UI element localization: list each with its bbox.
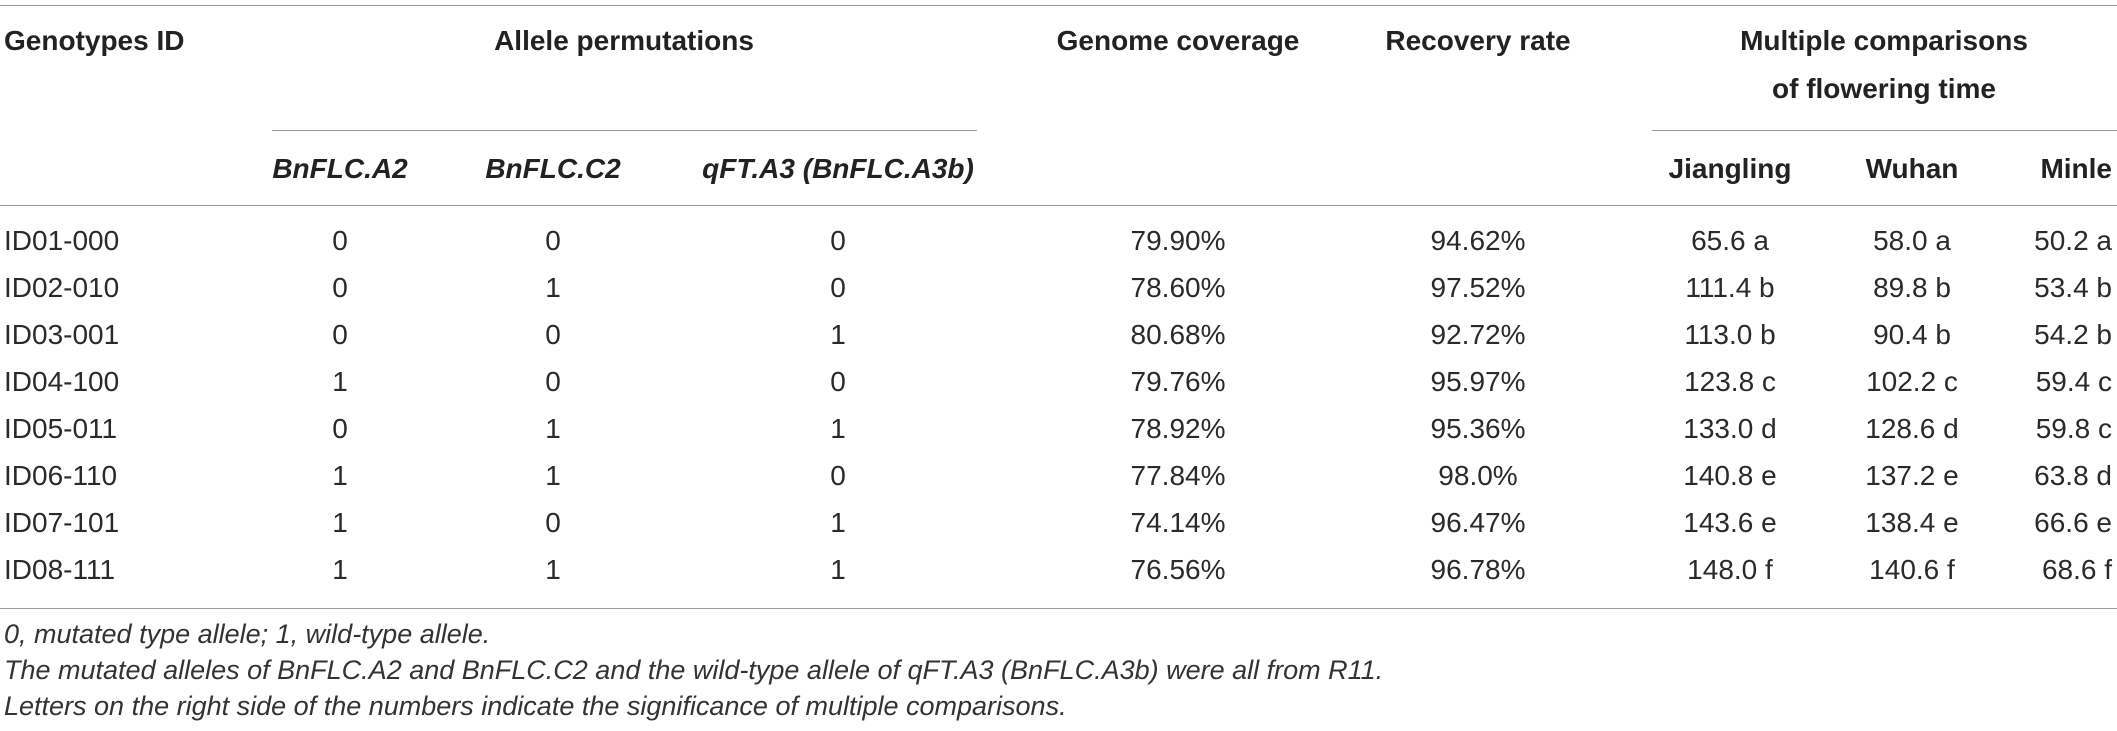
cell-recovery-rate: 97.52% — [1430, 272, 1526, 303]
cell-minle: 54.2 b — [2034, 319, 2112, 350]
cell-qft-a3: 1 — [830, 554, 846, 585]
cell-wuhan: 140.6 f — [1869, 554, 1955, 585]
cell-bnflc-c2: 1 — [545, 554, 561, 585]
cell-minle: 63.8 d — [2034, 460, 2112, 491]
cell-wuhan: 102.2 c — [1866, 366, 1958, 397]
header-wuhan: Wuhan — [1865, 153, 1959, 184]
cell-jiangling: 143.6 e — [1683, 507, 1777, 538]
cell-genome-coverage: 78.92% — [1130, 413, 1226, 444]
table-top-rule — [0, 5, 2117, 6]
cell-jiangling: 123.8 c — [1684, 366, 1776, 397]
header-recovery-rate: Recovery rate — [1385, 25, 1571, 56]
cell-bnflc-a2: 1 — [332, 554, 348, 585]
footnote-significance: Letters on the right side of the numbers… — [4, 691, 1067, 721]
cell-bnflc-c2: 0 — [545, 225, 561, 256]
cell-genome-coverage: 76.56% — [1130, 554, 1226, 585]
cell-wuhan: 89.8 b — [1873, 272, 1951, 303]
cell-bnflc-a2: 0 — [332, 319, 348, 350]
cell-bnflc-c2: 1 — [545, 413, 561, 444]
footnote-allele-source: The mutated alleles of BnFLC.A2 and BnFL… — [4, 655, 1384, 685]
header-bottom-rule — [0, 205, 2117, 206]
cell-bnflc-a2: 0 — [332, 225, 348, 256]
cell-jiangling: 111.4 b — [1685, 272, 1775, 303]
cell-jiangling: 140.8 e — [1683, 460, 1777, 491]
header-minle: Minle — [2040, 153, 2112, 184]
cell-genotype-id: ID02-010 — [4, 272, 120, 303]
cell-recovery-rate: 94.62% — [1430, 225, 1526, 256]
cell-recovery-rate: 96.47% — [1430, 507, 1526, 538]
cell-bnflc-c2: 1 — [545, 460, 561, 491]
cell-genome-coverage: 79.76% — [1130, 366, 1226, 397]
cell-qft-a3: 1 — [830, 507, 846, 538]
cell-recovery-rate: 92.72% — [1430, 319, 1526, 350]
cell-recovery-rate: 96.78% — [1430, 554, 1526, 585]
footnote-allele-legend: 0, mutated type allele; 1, wild-type all… — [4, 619, 491, 649]
cell-bnflc-a2: 1 — [332, 507, 348, 538]
header-allele-permutations: Allele permutations — [494, 25, 754, 56]
header-flowering-time: of flowering time — [1772, 73, 1996, 104]
cell-minle: 59.8 c — [2035, 413, 2112, 444]
header-bnflc-c2: BnFLC.C2 — [485, 153, 621, 184]
cell-qft-a3: 0 — [830, 225, 846, 256]
cell-minle: 50.2 a — [2034, 225, 2112, 256]
cell-genome-coverage: 74.14% — [1130, 507, 1226, 538]
cell-minle: 59.4 c — [2035, 366, 2112, 397]
cell-bnflc-a2: 0 — [332, 413, 348, 444]
comparisons-group-rule — [1652, 130, 2117, 131]
cell-wuhan: 128.6 d — [1865, 413, 1959, 444]
cell-qft-a3: 0 — [830, 366, 846, 397]
cell-qft-a3: 1 — [830, 319, 846, 350]
cell-genome-coverage: 80.68% — [1130, 319, 1226, 350]
cell-bnflc-a2: 1 — [332, 460, 348, 491]
cell-qft-a3: 0 — [830, 460, 846, 491]
allele-group-rule — [272, 130, 977, 131]
cell-genome-coverage: 77.84% — [1130, 460, 1226, 491]
cell-genome-coverage: 79.90% — [1130, 225, 1226, 256]
header-jiangling: Jiangling — [1668, 153, 1792, 184]
cell-wuhan: 90.4 b — [1873, 319, 1951, 350]
cell-qft-a3: 1 — [830, 413, 846, 444]
cell-wuhan: 138.4 e — [1865, 507, 1959, 538]
cell-qft-a3: 0 — [830, 272, 846, 303]
cell-wuhan: 137.2 e — [1865, 460, 1959, 491]
cell-minle: 68.6 f — [2041, 554, 2112, 585]
cell-genotype-id: ID01-000 — [4, 225, 120, 256]
cell-genotype-id: ID05-011 — [4, 413, 118, 444]
cell-jiangling: 148.0 f — [1687, 554, 1773, 585]
cell-genome-coverage: 78.60% — [1130, 272, 1226, 303]
cell-genotype-id: ID07-101 — [4, 507, 120, 538]
cell-jiangling: 133.0 d — [1683, 413, 1777, 444]
cell-genotype-id: ID04-100 — [4, 366, 120, 397]
cell-wuhan: 58.0 a — [1873, 225, 1951, 256]
cell-bnflc-c2: 0 — [545, 507, 561, 538]
cell-minle: 66.6 e — [2034, 507, 2112, 538]
header-bnflc-a2: BnFLC.A2 — [272, 153, 408, 184]
cell-genotype-id: ID03-001 — [4, 319, 120, 350]
cell-bnflc-c2: 1 — [545, 272, 561, 303]
header-multiple-comparisons: Multiple comparisons — [1740, 25, 2028, 56]
cell-minle: 53.4 b — [2034, 272, 2112, 303]
cell-bnflc-a2: 0 — [332, 272, 348, 303]
cell-bnflc-c2: 0 — [545, 366, 561, 397]
cell-genotype-id: ID06-110 — [4, 460, 118, 491]
header-genome-coverage: Genome coverage — [1056, 25, 1300, 56]
cell-jiangling: 113.0 b — [1684, 319, 1776, 350]
cell-recovery-rate: 98.0% — [1438, 460, 1518, 491]
cell-recovery-rate: 95.36% — [1430, 413, 1526, 444]
cell-genotype-id: ID08-111 — [4, 554, 116, 585]
header-qft-a3: qFT.A3 (BnFLC.A3b) — [702, 153, 974, 184]
header-genotypes-id: Genotypes ID — [4, 25, 185, 56]
cell-recovery-rate: 95.97% — [1430, 366, 1526, 397]
table-bottom-rule — [0, 608, 2117, 609]
cell-bnflc-a2: 1 — [332, 366, 348, 397]
cell-bnflc-c2: 0 — [545, 319, 561, 350]
cell-jiangling: 65.6 a — [1691, 225, 1769, 256]
